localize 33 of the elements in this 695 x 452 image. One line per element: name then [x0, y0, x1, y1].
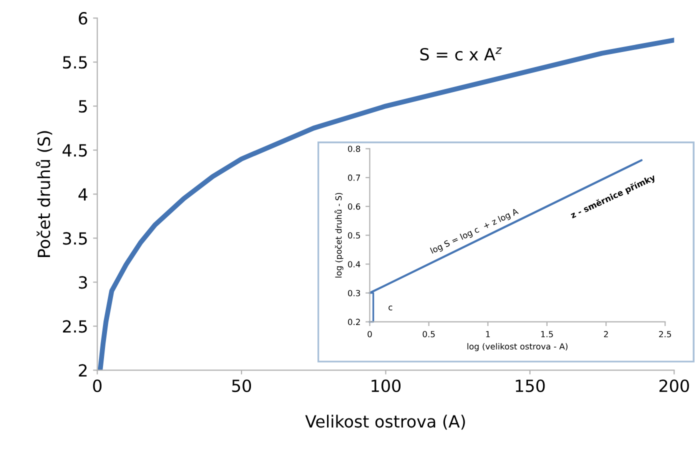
y-tick-label: 0.6: [348, 203, 360, 210]
x-tick-label: 2: [604, 331, 608, 338]
x-tick-label: 50: [232, 380, 252, 392]
y-axis-title: log (počet druhů - S): [334, 192, 344, 278]
x-tick-label: 2.5: [659, 331, 672, 338]
y-tick-label: 0.2: [348, 318, 360, 326]
y-tick-label: 6: [78, 12, 88, 25]
annotation: log S = log c + z log A: [430, 208, 520, 256]
x-tick-label: 100: [372, 380, 401, 392]
x-tick-label: 150: [516, 380, 545, 392]
y-tick-label: 0.3: [348, 290, 360, 296]
y-tick-label: 0.8: [348, 146, 360, 152]
annotation: S = c x A$^{z}$: [420, 48, 502, 61]
x-axis-title: Velikost ostrova (A): [305, 414, 465, 430]
y-tick-label: 5: [78, 100, 87, 113]
y-tick-label: 4: [78, 188, 88, 200]
y-tick-label: 0.4: [348, 261, 360, 268]
y-tick-label: 0.5: [348, 232, 360, 239]
x-tick-label: 200: [659, 380, 689, 392]
x-axis-title: log (velikost ostrova - A): [467, 343, 568, 352]
annotation: c: [388, 306, 392, 310]
x-tick-label: 1: [486, 331, 490, 338]
y-tick-label: 3: [78, 276, 87, 289]
y-tick-label: 2: [78, 364, 87, 377]
x-tick-label: 1.5: [541, 331, 553, 338]
y-axis-title: Počet druhů (S): [36, 131, 52, 257]
x-tick-label: 0: [93, 380, 102, 392]
x-tick-label: 0.5: [422, 331, 435, 338]
x-tick-label: 0: [368, 331, 372, 338]
y-tick-label: 3.5: [63, 232, 87, 245]
y-tick-label: 0.7: [348, 174, 360, 181]
y-tick-label: 4.5: [62, 144, 87, 157]
y-tick-label: 5.5: [63, 56, 87, 69]
